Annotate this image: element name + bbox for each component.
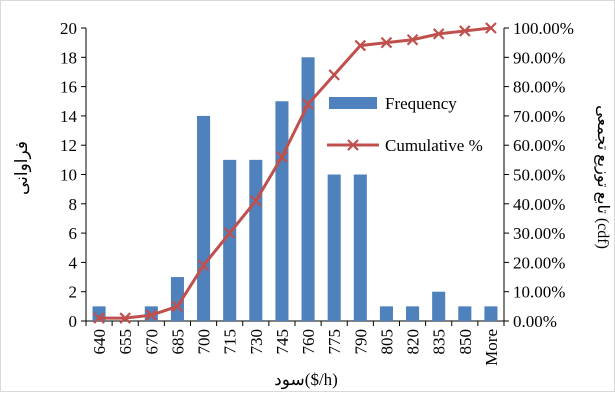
frequency-bar: [327, 174, 341, 321]
cumulative-point: [250, 195, 262, 207]
y-left-tick-label: 6: [69, 224, 78, 243]
y-left-tick-label: 20: [60, 19, 77, 38]
tick-labels: 0 2 4 6 8 10 12 14 16 18 20 0.00% 10.00% 20.00% 30.00%…: [60, 19, 574, 366]
frequency-bar: [223, 159, 237, 321]
y-right-tick-label: 80.00%: [513, 78, 565, 97]
x-tick-label: 775: [325, 329, 344, 355]
frequency-bar: [379, 306, 393, 321]
x-tick-label: 850: [456, 329, 475, 355]
legend-label-frequency: Frequency: [385, 94, 457, 113]
frequency-bar: [406, 306, 420, 321]
x-axis-label: سود($/h): [274, 370, 338, 390]
y-right-tick-label: 90.00%: [513, 48, 565, 67]
x-tick-label: 670: [142, 329, 161, 355]
axes: [81, 27, 509, 326]
y-left-tick-label: 18: [60, 48, 77, 67]
cumulative-point: [119, 312, 131, 324]
y-right-tick-label: 100.00%: [513, 19, 574, 38]
cumulative-point: [459, 25, 471, 37]
legend: Frequency Cumulative %: [327, 94, 483, 155]
y-right-tick-label: 60.00%: [513, 136, 565, 155]
frequency-bar: [458, 306, 472, 321]
cumulative-point: [485, 22, 497, 34]
frequency-bar: [432, 291, 446, 321]
frequency-bar: [353, 174, 367, 321]
legend-marker-cumulative: [347, 139, 359, 151]
frequency-bar: [249, 159, 263, 321]
x-tick-label: 655: [116, 329, 135, 355]
frequency-bar: [197, 115, 211, 322]
cumulative-point: [197, 259, 210, 272]
y-axis-left-label: فراوانی: [12, 141, 32, 195]
frequency-bar: [275, 101, 289, 321]
y-left-tick-label: 12: [60, 136, 77, 155]
x-tick-label: 685: [168, 329, 187, 355]
cumulative-line: [93, 22, 497, 324]
y-right-tick-label: 40.00%: [513, 195, 565, 214]
cumulative-point: [276, 151, 288, 163]
y-axis-right-label: تابع توزیع تجمعی (cdf): [594, 105, 611, 249]
cumulative-point: [328, 69, 340, 81]
frequency-bar: [301, 57, 315, 322]
x-tick-label: 745: [273, 329, 292, 355]
y-left-tick-label: 4: [69, 253, 78, 272]
y-left-tick-label: 14: [60, 107, 78, 126]
cumulative-line-path: [99, 26, 492, 320]
y-left-tick-label: 2: [69, 283, 78, 302]
y-left-tick-label: 0: [69, 312, 78, 331]
cumulative-point: [93, 312, 105, 324]
x-tick-label: 790: [351, 329, 370, 355]
y-right-tick-label: 30.00%: [513, 224, 565, 243]
legend-swatch-frequency: [329, 97, 377, 109]
legend-label-cumulative: Cumulative %: [385, 136, 483, 155]
y-left-tick-label: 10: [60, 166, 77, 185]
cumulative-point: [432, 28, 445, 40]
x-tick-label: 700: [195, 329, 214, 355]
y-right-tick-label: 10.00%: [513, 283, 565, 302]
cumulative-point: [302, 98, 314, 110]
y-right-tick-label: 20.00%: [513, 253, 565, 272]
y-right-tick-label: 70.00%: [513, 107, 565, 126]
cumulative-point: [171, 300, 184, 313]
x-tick-label: 715: [221, 329, 240, 355]
cumulative-point: [406, 33, 419, 46]
x-tick-label: 730: [247, 329, 266, 355]
y-right-tick-label: 0.00%: [513, 312, 557, 331]
y-left-tick-label: 16: [60, 78, 77, 97]
x-tick-label: 760: [299, 329, 318, 355]
y-right-tick-label: 50.00%: [513, 166, 565, 185]
frequency-bar: [484, 306, 498, 321]
cumulative-point: [145, 309, 158, 321]
x-tick-label: 805: [377, 329, 396, 355]
cumulative-point: [223, 227, 236, 239]
x-tick-label: 820: [404, 329, 423, 355]
x-tick-label: 835: [430, 329, 449, 355]
x-tick-label: 640: [90, 329, 109, 355]
cumulative-point: [380, 36, 393, 49]
y-left-tick-label: 8: [69, 195, 78, 214]
cumulative-point: [354, 39, 367, 52]
x-tick-label: More: [482, 329, 501, 366]
